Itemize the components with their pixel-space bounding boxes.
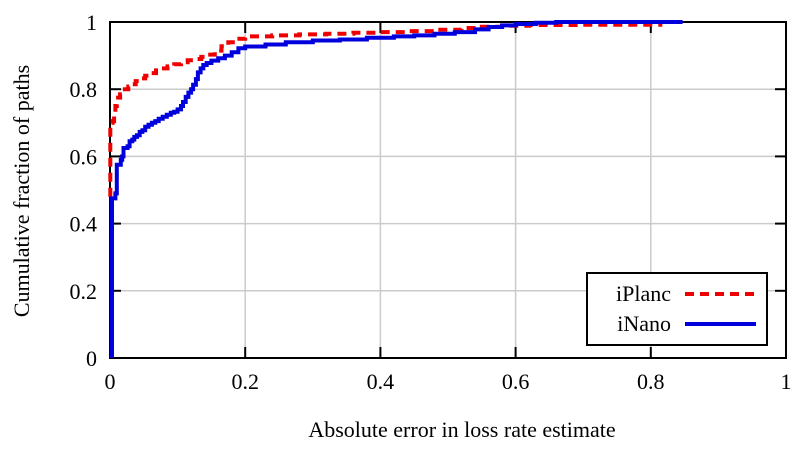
y-tick-label: 0.2 (70, 279, 98, 304)
x-tick-label: 0.6 (502, 369, 530, 394)
y-tick-label: 1 (86, 10, 97, 35)
legend-box: iPlanc iNano (586, 272, 768, 346)
x-tick-label: 0 (105, 369, 116, 394)
series-line-iplanc (108, 22, 663, 197)
y-tick-label: 0 (86, 346, 97, 371)
x-tick-label: 0.8 (637, 369, 665, 394)
legend-item-inano: iNano (588, 310, 756, 336)
y-tick-label: 0.6 (70, 144, 98, 169)
y-axis-title: Cumulative fraction of paths (9, 64, 34, 318)
legend-line-sample-solid-icon (685, 321, 756, 326)
x-tick-label: 0.2 (231, 369, 259, 394)
x-axis-title: Absolute error in loss rate estimate (308, 417, 616, 442)
series-line-inano (110, 20, 683, 358)
legend-label-inano: iNano (617, 310, 671, 336)
x-tick-label: 1 (781, 369, 792, 394)
legend-label-iplanc: iPlanc (616, 281, 671, 307)
y-tick-label: 0.8 (70, 77, 98, 102)
legend-line-sample-dashed-icon (685, 292, 756, 297)
y-tick-label: 0.4 (70, 212, 98, 237)
x-tick-label: 0.4 (367, 369, 395, 394)
legend-item-iplanc: iPlanc (588, 282, 756, 306)
